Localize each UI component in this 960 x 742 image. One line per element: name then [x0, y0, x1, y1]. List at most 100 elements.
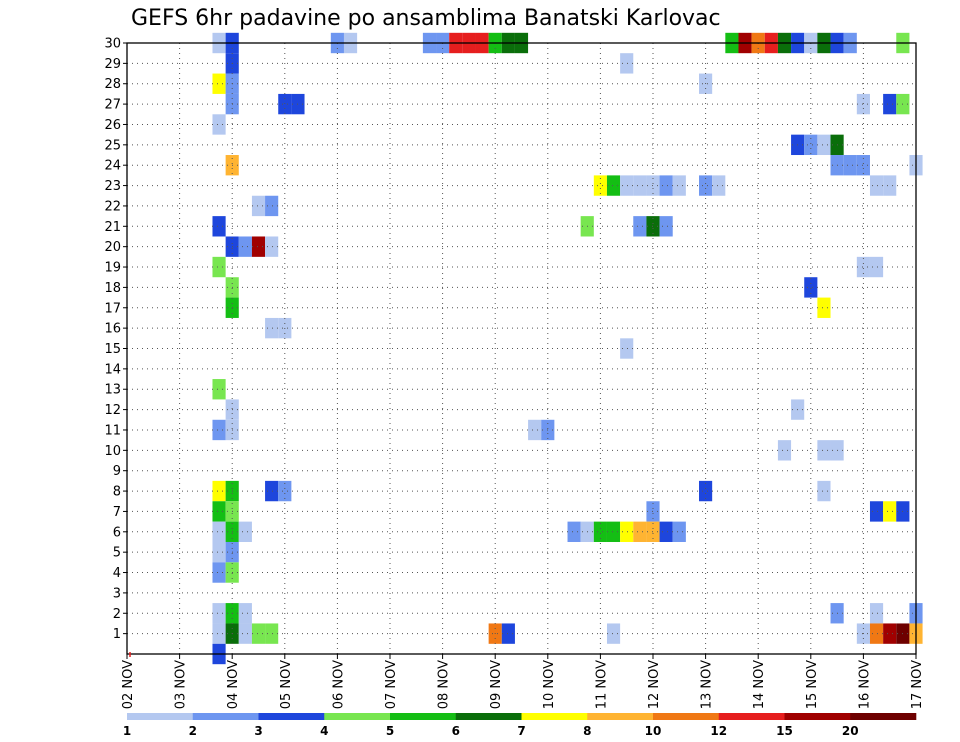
colorbar-swatch	[455, 713, 522, 720]
heatmap-cell	[265, 317, 279, 339]
y-tick-label: 23	[104, 179, 121, 194]
heatmap-cell	[238, 521, 252, 542]
chart-title: GEFS 6hr padavine po ansamblima Banatski…	[131, 6, 721, 31]
heatmap-cell	[633, 216, 647, 237]
y-tick-label: 2	[113, 607, 121, 622]
grid-lines	[127, 42, 916, 654]
colorbar-tick-label: 3	[254, 724, 262, 738]
heatmap-cell	[777, 440, 792, 461]
colorbar-tick-label: 12	[710, 724, 727, 738]
heatmap-cell	[699, 175, 713, 196]
y-tick-label: 20	[104, 240, 121, 255]
y-tick-label: 10	[104, 444, 121, 459]
heatmap-cell	[212, 541, 226, 563]
heatmap-cell	[817, 134, 831, 156]
heatmap-cell	[278, 480, 292, 502]
heatmap-cell	[817, 440, 831, 461]
heatmap-cell	[212, 379, 226, 400]
colorbar-swatch	[127, 713, 194, 720]
x-tick-label: 04 NOV	[226, 660, 241, 709]
colorbar-tick-label: 4	[320, 724, 328, 738]
heatmap-cell	[817, 480, 831, 502]
x-tick-label: 06 NOV	[331, 660, 346, 709]
heatmap-cell	[278, 93, 292, 115]
heatmap-cell	[212, 256, 226, 278]
heatmap-cell	[593, 175, 607, 196]
x-tick-label: 03 NOV	[174, 660, 189, 709]
x-tick-label: 14 NOV	[752, 660, 767, 709]
heatmap-cell	[869, 603, 884, 624]
colorbar-tick-label: 6	[452, 724, 460, 738]
y-tick-label: 18	[104, 281, 121, 296]
y-tick-label: 12	[104, 403, 121, 418]
colorbar-swatch	[521, 713, 588, 720]
heatmap-cell	[238, 603, 252, 624]
heatmap-cell	[883, 93, 897, 115]
y-tick-label: 24	[104, 159, 121, 174]
colorbar-tick-label: 5	[386, 724, 394, 738]
heatmap-cell	[620, 175, 634, 196]
y-tick-label: 8	[113, 485, 121, 500]
heatmap-cell	[265, 236, 279, 257]
heatmap-cell	[883, 623, 897, 644]
heatmap-cell	[699, 480, 713, 502]
heatmap-cell	[659, 216, 673, 237]
heatmap-cell	[212, 216, 226, 237]
heatmap-cell	[883, 501, 897, 522]
x-tick-label: 07 NOV	[384, 660, 399, 709]
heatmap-cell	[659, 521, 673, 542]
heatmap-cell	[856, 155, 870, 176]
heatmap-cell	[620, 53, 634, 74]
x-tick-label: 10 NOV	[542, 660, 557, 709]
x-tick-label: 12 NOV	[647, 660, 662, 709]
y-tick-label: 9	[113, 464, 121, 479]
heatmap-cell	[817, 297, 831, 318]
colorbar-tick-label: 20	[842, 724, 859, 738]
heatmap-cell	[883, 175, 897, 196]
y-tick-label: 13	[104, 383, 121, 398]
x-tick-label: 13 NOV	[700, 660, 715, 709]
heatmap-cell	[712, 175, 726, 196]
heatmap-cell	[501, 623, 515, 644]
x-tick-label: 05 NOV	[279, 660, 294, 709]
heatmap-cell	[804, 134, 818, 156]
colorbar-tick-label: 15	[776, 724, 793, 738]
colorbar-swatch	[718, 713, 785, 720]
x-tick-label: 02 NOV	[121, 660, 136, 709]
heatmap-cell	[856, 93, 870, 115]
heatmap-cells	[212, 32, 923, 665]
y-tick-label: 11	[104, 423, 121, 438]
y-tick-label: 1	[113, 627, 121, 642]
heatmap-cell	[251, 236, 266, 257]
heatmap-cell	[672, 175, 686, 196]
heatmap-cell	[567, 521, 581, 542]
y-tick-label: 14	[104, 362, 121, 377]
heatmap-cell	[212, 603, 226, 624]
heatmap-cell	[212, 501, 226, 522]
colorbar-swatch	[784, 713, 851, 720]
heatmap-cell	[869, 256, 884, 278]
x-tick-label: 15 NOV	[805, 660, 820, 709]
heatmap-cell	[265, 623, 279, 644]
heatmap-cell	[528, 419, 542, 441]
heatmap-cell	[659, 175, 673, 196]
y-tick-label: 4	[113, 566, 121, 581]
y-tick-label: 29	[104, 57, 121, 72]
y-tick-label: 21	[104, 220, 121, 235]
heatmap-cell	[251, 195, 266, 217]
heatmap-cell	[620, 521, 634, 542]
heatmap-cell	[606, 521, 621, 542]
heatmap-cell	[869, 623, 884, 644]
heatmap-cell	[212, 480, 226, 502]
colorbar-swatch	[258, 713, 325, 720]
colorbar-swatch	[390, 713, 457, 720]
heatmap-cell	[212, 73, 226, 94]
heatmap-cell	[265, 195, 279, 217]
heatmap-cell	[212, 623, 226, 644]
x-axis-ticks: 02 NOV 03 NOV 04 NOV 05 NOV 06 NOV 07 NOV 08 N…	[121, 652, 925, 709]
x-tick-label: 17 NOV	[910, 660, 925, 709]
x-tick-label: 11 NOV	[594, 660, 609, 709]
heatmap-cell	[672, 521, 686, 542]
colorbar-swatch	[653, 713, 720, 720]
